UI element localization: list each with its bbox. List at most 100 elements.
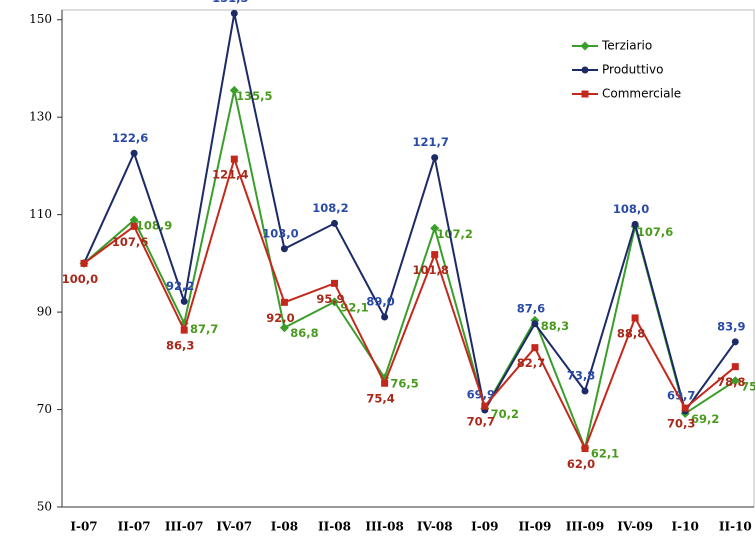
y-tick-label: 70 (37, 402, 52, 416)
data-label: 86,3 (166, 339, 194, 353)
data-label: 107,6 (637, 225, 673, 239)
data-label: 88,8 (617, 326, 645, 340)
data-label: 108,0 (613, 202, 649, 216)
point (229, 85, 239, 95)
data-label: 92,0 (266, 311, 294, 325)
point (431, 251, 439, 259)
point (130, 149, 138, 157)
point (431, 154, 439, 162)
y-tick-label: 90 (37, 305, 52, 319)
plot-frame (61, 9, 755, 508)
data-label: 69,7 (667, 389, 695, 403)
point (381, 379, 389, 387)
data-label: 62,1 (591, 447, 619, 461)
data-label: 92,2 (166, 279, 194, 293)
data-label: 135,5 (236, 89, 272, 103)
x-tick-label: II-08 (318, 520, 351, 534)
point (80, 259, 88, 267)
point (130, 222, 138, 230)
x-tick-label: IV-08 (417, 520, 453, 534)
x-tick-label: II-10 (719, 520, 752, 534)
data-label: 100,0 (62, 272, 98, 286)
point (129, 215, 139, 225)
data-label: 95,9 (316, 292, 344, 306)
data-label: 73,8 (567, 369, 595, 383)
data-label: 107,2 (437, 227, 473, 241)
data-label: 69,2 (691, 412, 719, 426)
legend-marker (581, 90, 589, 98)
point (430, 223, 440, 233)
y-tick-label: 50 (37, 500, 52, 514)
point (331, 279, 338, 287)
x-tick-label: IV-07 (216, 520, 252, 534)
point (381, 313, 389, 321)
data-label: 121,4 (212, 168, 248, 182)
data-label: 151,3 (212, 0, 248, 5)
point (631, 314, 639, 322)
legend-marker (581, 66, 589, 74)
data-label: 89,0 (366, 294, 394, 308)
data-label: 88,3 (541, 319, 569, 333)
series-line (83, 155, 736, 452)
data-label: 87,7 (190, 322, 218, 336)
x-tick-label: II-07 (118, 520, 151, 534)
data-label: 75,9 (741, 379, 755, 393)
data-label: 103,0 (262, 226, 298, 240)
y-tick-label: 150 (29, 12, 52, 26)
point (731, 338, 739, 346)
data-label: 101,8 (413, 263, 449, 277)
data-label: 86,8 (290, 326, 318, 340)
x-tick-label: III-09 (566, 520, 605, 534)
point (279, 323, 289, 333)
data-label: 62,0 (567, 457, 595, 471)
legend-label: Commerciale (602, 87, 681, 101)
legend-label: Produttivo (602, 63, 663, 77)
data-label: 108,2 (312, 201, 348, 215)
point (280, 245, 288, 253)
data-label: 87,6 (517, 301, 545, 315)
data-label: 70,3 (667, 417, 695, 431)
series-line (83, 90, 736, 452)
point (180, 326, 188, 334)
point (331, 219, 338, 227)
data-label: 70,2 (491, 407, 519, 421)
x-tick-label: III-08 (365, 520, 404, 534)
x-tick-label: I-07 (70, 520, 97, 534)
y-tick-label: 130 (29, 110, 52, 124)
point (280, 298, 288, 306)
point (180, 297, 188, 305)
data-label: 107,6 (112, 235, 148, 249)
point (230, 155, 238, 163)
point (681, 404, 689, 412)
legend-marker (580, 41, 590, 51)
x-tick-label: III-07 (165, 520, 204, 534)
data-label: 70,7 (467, 415, 495, 429)
series-line (83, 13, 737, 414)
point (731, 363, 739, 371)
x-tick-label: I-09 (471, 520, 498, 534)
data-label: 76,5 (390, 376, 418, 390)
point (631, 220, 639, 228)
point (481, 402, 489, 410)
x-tick-label: IV-09 (617, 520, 653, 534)
y-tick-label: 110 (29, 207, 52, 221)
data-label: 122,6 (112, 131, 148, 145)
x-tick-label: I-08 (271, 520, 298, 534)
data-label: 108,9 (136, 219, 172, 233)
point (581, 445, 589, 453)
point (730, 376, 740, 386)
data-label: 75,4 (366, 392, 394, 406)
x-tick-label: II-09 (518, 520, 551, 534)
data-label: 121,7 (413, 135, 449, 149)
point (230, 9, 238, 17)
data-label: 78,8 (717, 375, 745, 389)
point (330, 297, 339, 307)
point (531, 344, 539, 352)
legend-label: Terziario (601, 39, 652, 53)
x-tick-label: I-10 (672, 520, 699, 534)
point (581, 387, 589, 395)
data-label: 82,7 (517, 356, 545, 370)
data-label: 83,9 (717, 319, 745, 333)
point (531, 320, 539, 328)
